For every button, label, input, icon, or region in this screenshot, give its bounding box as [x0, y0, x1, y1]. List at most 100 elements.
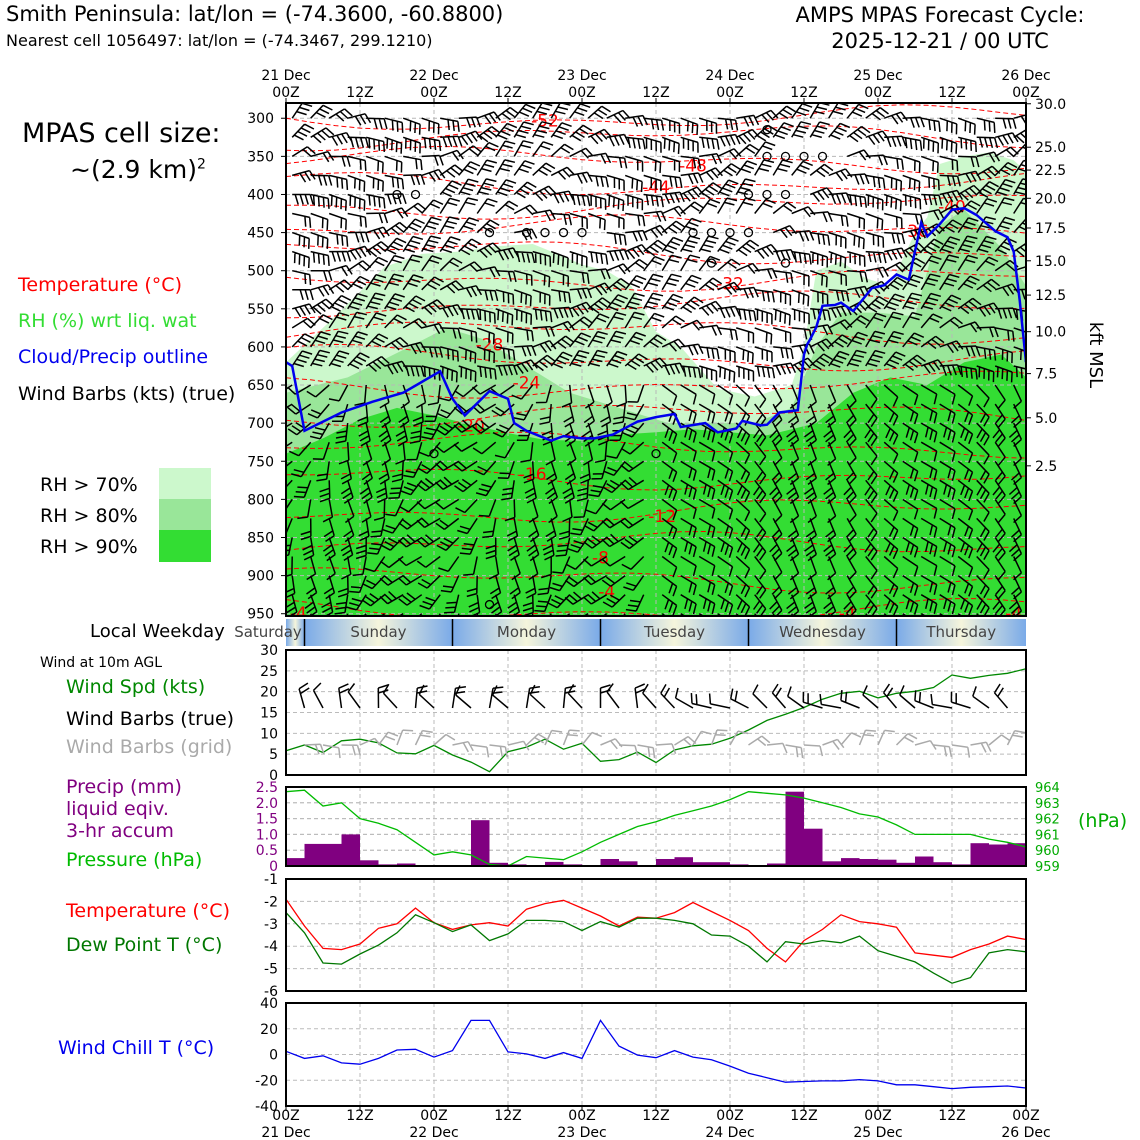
wind-barb — [403, 155, 423, 171]
wind-barb — [902, 292, 923, 310]
wind-barb — [532, 354, 556, 372]
precip-bar — [878, 859, 897, 866]
wind-barb — [463, 556, 478, 576]
wind-barb — [550, 166, 575, 180]
wind-barb — [384, 221, 409, 236]
wind-barb — [1008, 594, 1023, 616]
pressure-tick-label: 700 — [247, 416, 274, 432]
precip-legend: Precip (mm) liquid eqiv. 3-hr accum — [66, 776, 182, 842]
wind-barb — [476, 346, 496, 364]
wind-barb — [310, 349, 330, 367]
wind-barb — [883, 311, 904, 329]
grid-wind-barb — [970, 741, 992, 753]
wind-barb — [341, 556, 352, 580]
wind-barb — [495, 308, 514, 326]
wind-barb — [921, 174, 940, 191]
wind-barb — [754, 141, 776, 157]
wind-barb — [309, 422, 330, 440]
calm-wind-marker — [780, 151, 791, 162]
isotherm-line — [286, 194, 1026, 220]
wind-barb — [735, 160, 758, 176]
top-day-label: 21 Dec — [261, 68, 310, 84]
wind-barb — [698, 498, 716, 519]
wind-barb — [399, 498, 423, 513]
wind-barb — [584, 384, 595, 409]
wind-barb — [434, 476, 460, 490]
pressure-tick-label: 300 — [247, 111, 274, 127]
surface-wind-barb — [529, 684, 546, 709]
wind-barb — [809, 353, 833, 371]
wind-barb — [601, 533, 626, 548]
wind-barb — [402, 295, 426, 313]
wind-barb — [380, 536, 404, 551]
wind-barb — [772, 201, 797, 215]
wind-barb — [680, 384, 697, 405]
wind-barb — [994, 161, 1018, 176]
wind-barb — [883, 479, 899, 503]
wind-barb — [680, 155, 702, 169]
rh90-swatch — [159, 530, 211, 562]
wind-barb — [698, 277, 723, 291]
wind-barb — [809, 338, 834, 352]
wind-barb — [772, 159, 793, 176]
wind-barb — [643, 136, 662, 153]
wind-barb — [752, 537, 767, 561]
wind-barb — [846, 103, 869, 119]
wind-barb — [458, 130, 483, 146]
wind-barb — [569, 301, 594, 317]
wind-barb — [579, 461, 591, 484]
pressure-tick-label: 950 — [247, 607, 274, 623]
pressure-axis-label: (hPa) — [1078, 810, 1127, 832]
wind-barb — [809, 269, 828, 288]
weekday-label: Saturday — [234, 623, 302, 641]
wind-barb — [994, 346, 1013, 364]
wind-barb — [550, 351, 573, 369]
grid-wind-barb — [933, 744, 953, 758]
wind-barb — [920, 517, 938, 538]
wind-barb — [310, 298, 335, 315]
wind-barb — [643, 312, 665, 329]
panel-right-tick-label: 961 — [1035, 828, 1060, 843]
wind-barb — [661, 384, 678, 406]
wind-barb — [541, 423, 554, 446]
top-day-label: 26 Dec — [1001, 68, 1050, 84]
wind-barb — [551, 289, 572, 304]
wind-barb — [828, 103, 849, 119]
wind-barb — [717, 148, 742, 160]
wind-barb — [865, 460, 878, 485]
isotherm-line — [286, 468, 1026, 491]
wind-barb — [587, 297, 612, 314]
wind-barb — [976, 479, 990, 503]
grid-wind-barb — [470, 744, 490, 758]
wind-barb — [976, 326, 999, 338]
wind-barb — [476, 159, 498, 176]
wind-barb — [606, 109, 631, 124]
weekday-segment — [304, 619, 453, 646]
wind-barb — [563, 422, 577, 447]
wind-barb — [995, 117, 1017, 129]
wind-barb — [661, 479, 678, 502]
wind-barb — [625, 136, 646, 150]
panel-tick-label: 25 — [260, 664, 278, 680]
wind-barb — [347, 275, 370, 291]
grid-wind-barb — [710, 729, 728, 746]
surface-wind-barb — [634, 683, 646, 709]
wind-barb — [828, 334, 852, 348]
wind-barb — [540, 556, 552, 579]
wind-barb — [717, 197, 738, 214]
wind-barb — [532, 308, 553, 323]
wind-barb — [864, 422, 878, 447]
wind-barb — [384, 336, 409, 351]
wind-barb — [520, 442, 534, 463]
wind-barb — [717, 346, 736, 363]
wind-barb — [920, 359, 945, 374]
wind-barb — [883, 575, 899, 598]
weekday-label: Wednesday — [779, 623, 866, 641]
wind-barb — [771, 460, 783, 486]
wind-barb — [845, 403, 857, 428]
precip-bar — [656, 859, 675, 866]
wind-barb — [477, 308, 496, 324]
wind-barb — [717, 281, 742, 295]
wind-barb — [624, 275, 647, 291]
wind-barb — [591, 461, 608, 480]
